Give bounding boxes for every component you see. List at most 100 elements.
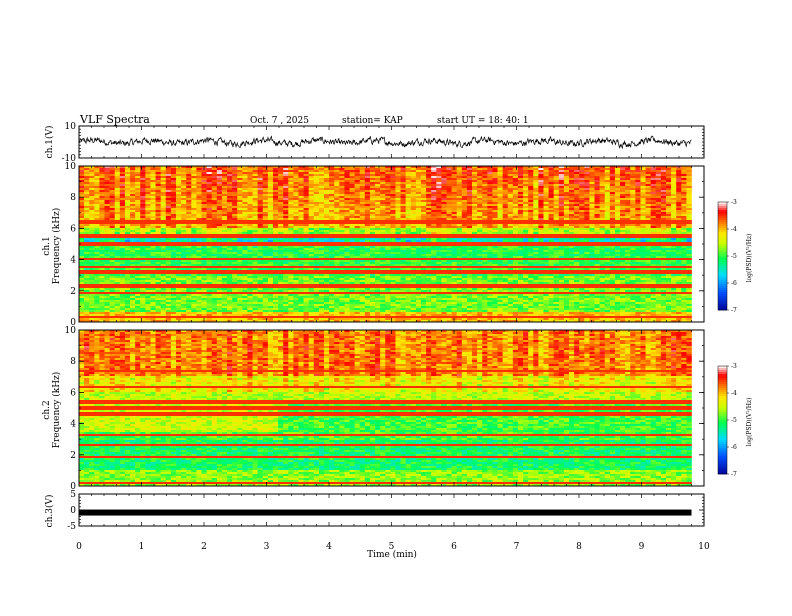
p2-cell — [538, 216, 543, 218]
p2-cell — [324, 202, 329, 204]
p2-cell — [166, 198, 171, 200]
p2-cell — [217, 208, 222, 210]
p2-cell — [477, 238, 482, 240]
p2-cell — [605, 232, 610, 234]
p2-cell — [513, 240, 518, 242]
p2-cell — [656, 206, 661, 208]
p2-cell — [452, 178, 457, 180]
p2-cell — [595, 184, 600, 186]
p2-cell — [462, 182, 467, 184]
p2-cell — [426, 184, 431, 186]
p2-cell — [600, 220, 605, 222]
p2-cell — [283, 208, 288, 210]
p2-cell — [676, 172, 681, 174]
p2-cell — [605, 196, 610, 198]
p2-cell — [171, 244, 176, 246]
p2-cell — [559, 242, 564, 244]
p2-cell — [339, 178, 344, 180]
p2-cell — [579, 204, 584, 206]
p2-cell — [406, 174, 411, 176]
p2-cell — [89, 216, 94, 218]
p2-cell — [533, 238, 538, 240]
p2-cell — [426, 200, 431, 202]
p2-cell — [482, 220, 487, 222]
p2-cell — [431, 222, 436, 224]
p2-cell — [207, 198, 212, 200]
p2-cell — [610, 184, 615, 186]
p2-cell — [523, 230, 528, 232]
p2-cell — [385, 178, 390, 180]
p2-cell — [375, 168, 380, 170]
p2-cell — [452, 208, 457, 210]
p2-cell — [661, 170, 666, 172]
p2-cell — [186, 202, 191, 204]
p2-cell — [268, 180, 273, 182]
p2-cell — [431, 224, 436, 226]
p2-cell — [426, 230, 431, 232]
p2-cell — [625, 240, 630, 242]
p2-cell — [186, 230, 191, 232]
p2-cell — [227, 232, 232, 234]
p2-cell — [538, 238, 543, 240]
p2-cell — [661, 228, 666, 230]
p2-cell — [554, 224, 559, 226]
p2-cell — [365, 236, 370, 238]
p2-cell — [344, 228, 349, 230]
p2-cell — [115, 198, 120, 200]
p2-cell — [467, 206, 472, 208]
p2-cell — [630, 192, 635, 194]
p2-cell — [227, 226, 232, 228]
p2-cell — [656, 244, 661, 246]
p2-cell — [242, 196, 247, 198]
p2-cell — [319, 204, 324, 206]
p2-cell — [161, 176, 166, 178]
p2-cell — [564, 238, 569, 240]
p2-cell — [222, 242, 227, 244]
p2-cell — [309, 240, 314, 242]
p2-cell — [130, 198, 135, 200]
p2-cell — [646, 200, 651, 202]
p2-cell — [625, 212, 630, 214]
p2-cell — [145, 234, 150, 236]
p2-cell — [615, 202, 620, 204]
p2-cell — [457, 200, 462, 202]
p2-cell — [615, 184, 620, 186]
p2-cell — [508, 202, 513, 204]
p2-cell — [191, 222, 196, 224]
p2-cell — [676, 180, 681, 182]
p2-cell — [441, 216, 446, 218]
p2-cell — [508, 194, 513, 196]
p2-cell — [171, 186, 176, 188]
p2-cell — [447, 236, 452, 238]
p2-cell — [595, 208, 600, 210]
p2-cell — [181, 182, 186, 184]
p2-cell — [574, 196, 579, 198]
p2-cell — [181, 202, 186, 204]
p2-cell — [640, 180, 645, 182]
p2-cell — [395, 240, 400, 242]
p2-cell — [513, 178, 518, 180]
p2-cell — [482, 182, 487, 184]
p2-cell — [554, 192, 559, 194]
p2-cell — [390, 210, 395, 212]
p2-cell — [457, 178, 462, 180]
p2-cell — [89, 178, 94, 180]
p2-cell — [447, 244, 452, 246]
p2-cell — [605, 214, 610, 216]
p2-cell — [533, 190, 538, 192]
p2-cell — [538, 220, 543, 222]
p2-cell — [314, 214, 319, 216]
p2-cell — [569, 230, 574, 232]
p2-cell — [549, 218, 554, 220]
p2-cell — [625, 172, 630, 174]
p2-cell — [283, 246, 288, 248]
p2-cell — [482, 232, 487, 234]
p2-cell — [329, 184, 334, 186]
p2-cell — [625, 180, 630, 182]
p2-cell — [258, 214, 263, 216]
p2-cell — [207, 196, 212, 198]
p2-cell — [166, 230, 171, 232]
p2-cell — [130, 200, 135, 202]
p2-cell — [498, 180, 503, 182]
p2-cell — [145, 186, 150, 188]
